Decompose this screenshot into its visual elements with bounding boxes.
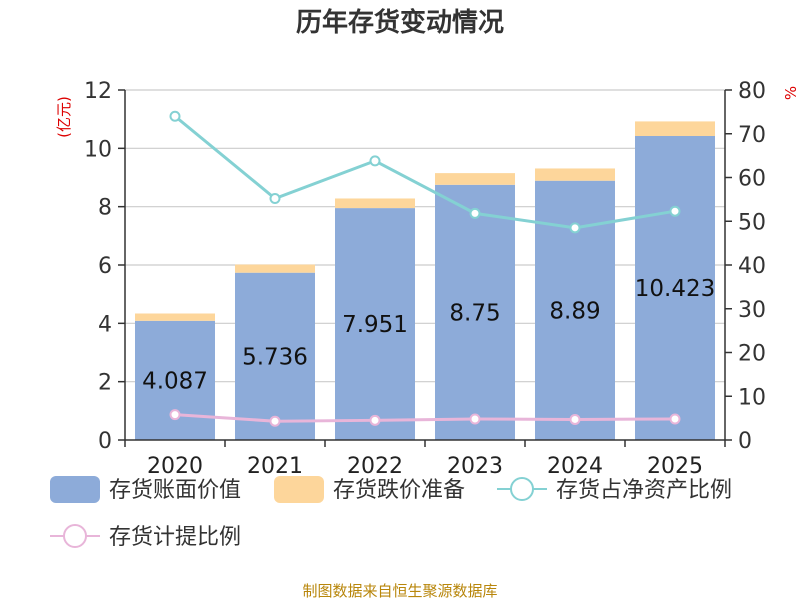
bar-book-value <box>135 320 215 440</box>
line-point <box>369 155 381 167</box>
bar-value-label: 7.951 <box>342 312 408 338</box>
line-point <box>269 415 281 427</box>
left-axis-tick-label: 10 <box>84 137 112 162</box>
right-axis-tick-label: 60 <box>738 167 766 192</box>
right-axis-tick-label: 80 <box>738 79 766 104</box>
x-axis-tick-label: 2024 <box>547 454 603 479</box>
line-point <box>369 414 381 426</box>
legend-marker <box>63 524 87 548</box>
bar-book-value <box>635 135 715 440</box>
left-axis-tick-label: 12 <box>84 79 112 104</box>
bar-value-label: 5.736 <box>242 344 308 370</box>
line-point <box>569 222 581 234</box>
bar-value-label: 4.087 <box>142 368 208 394</box>
line-point <box>169 110 181 122</box>
left-axis-tick-label: 0 <box>98 429 112 454</box>
right-axis-tick-label: 40 <box>738 254 766 279</box>
left-axis-tick-label: 8 <box>98 196 112 221</box>
x-axis-tick-label: 2020 <box>147 454 203 479</box>
x-axis-tick-label: 2022 <box>347 454 403 479</box>
right-axis-tick-label: 0 <box>738 429 752 454</box>
bar-value-label: 8.75 <box>449 300 500 326</box>
bar-impairment <box>435 173 515 185</box>
line-point <box>469 207 481 219</box>
chart-title: 历年存货变动情况 <box>296 7 504 38</box>
legend-marker <box>510 477 534 501</box>
x-axis-tick-label: 2025 <box>647 454 703 479</box>
bar-book-value <box>435 184 515 440</box>
legend-label: 存货跌价准备 <box>333 478 465 503</box>
bar-impairment <box>335 198 415 209</box>
bar-book-value <box>335 208 415 440</box>
legend-label: 存货计提比例 <box>109 525 241 550</box>
bar-impairment <box>535 168 615 181</box>
bars <box>135 121 715 441</box>
line-point <box>669 413 681 425</box>
bar-book-value <box>235 272 315 440</box>
right-axis-tick-label: 30 <box>738 298 766 323</box>
legend-label: 存货占净资产比例 <box>556 478 732 503</box>
x-axis-tick-label: 2023 <box>447 454 503 479</box>
x-axis-tick-label: 2021 <box>247 454 303 479</box>
line-point <box>169 409 181 421</box>
legend-swatch <box>274 476 324 503</box>
lines <box>169 110 681 427</box>
left-axis-tick-label: 4 <box>98 312 112 337</box>
bar-value-label: 8.89 <box>549 298 600 324</box>
legend-label: 存货账面价值 <box>109 478 241 503</box>
bar-impairment <box>635 121 715 136</box>
gridlines <box>125 89 725 383</box>
right-axis-tick-label: 20 <box>738 342 766 367</box>
bar-impairment <box>135 313 215 321</box>
left-axis-tick-label: 6 <box>98 254 112 279</box>
axes: 0 2 4 6 8 10 12 0 10 20 30 40 50 60 70 80 2020 2021 2022 20… <box>84 79 766 479</box>
right-axis-tick-label: 50 <box>738 210 766 235</box>
bar-value-labels: 4.087 5.736 7.951 8.75 8.89 10.423 <box>142 276 715 394</box>
right-axis-tick-label: 70 <box>738 123 766 148</box>
right-axis-unit: % <box>782 86 800 100</box>
left-axis-unit: (亿元) <box>55 96 73 138</box>
right-axis-tick-label: 10 <box>738 385 766 410</box>
line-series <box>174 413 676 423</box>
source-note: 制图数据来自恒生聚源数据库 <box>302 582 497 600</box>
legend-swatch <box>50 476 100 503</box>
line-point <box>469 413 481 425</box>
line-series <box>174 115 676 230</box>
left-axis-tick-label: 2 <box>98 371 112 396</box>
bar-impairment <box>235 264 315 273</box>
line-point <box>669 205 681 217</box>
line-point <box>269 193 281 204</box>
bar-value-label: 10.423 <box>635 276 715 302</box>
line-point <box>569 413 581 425</box>
